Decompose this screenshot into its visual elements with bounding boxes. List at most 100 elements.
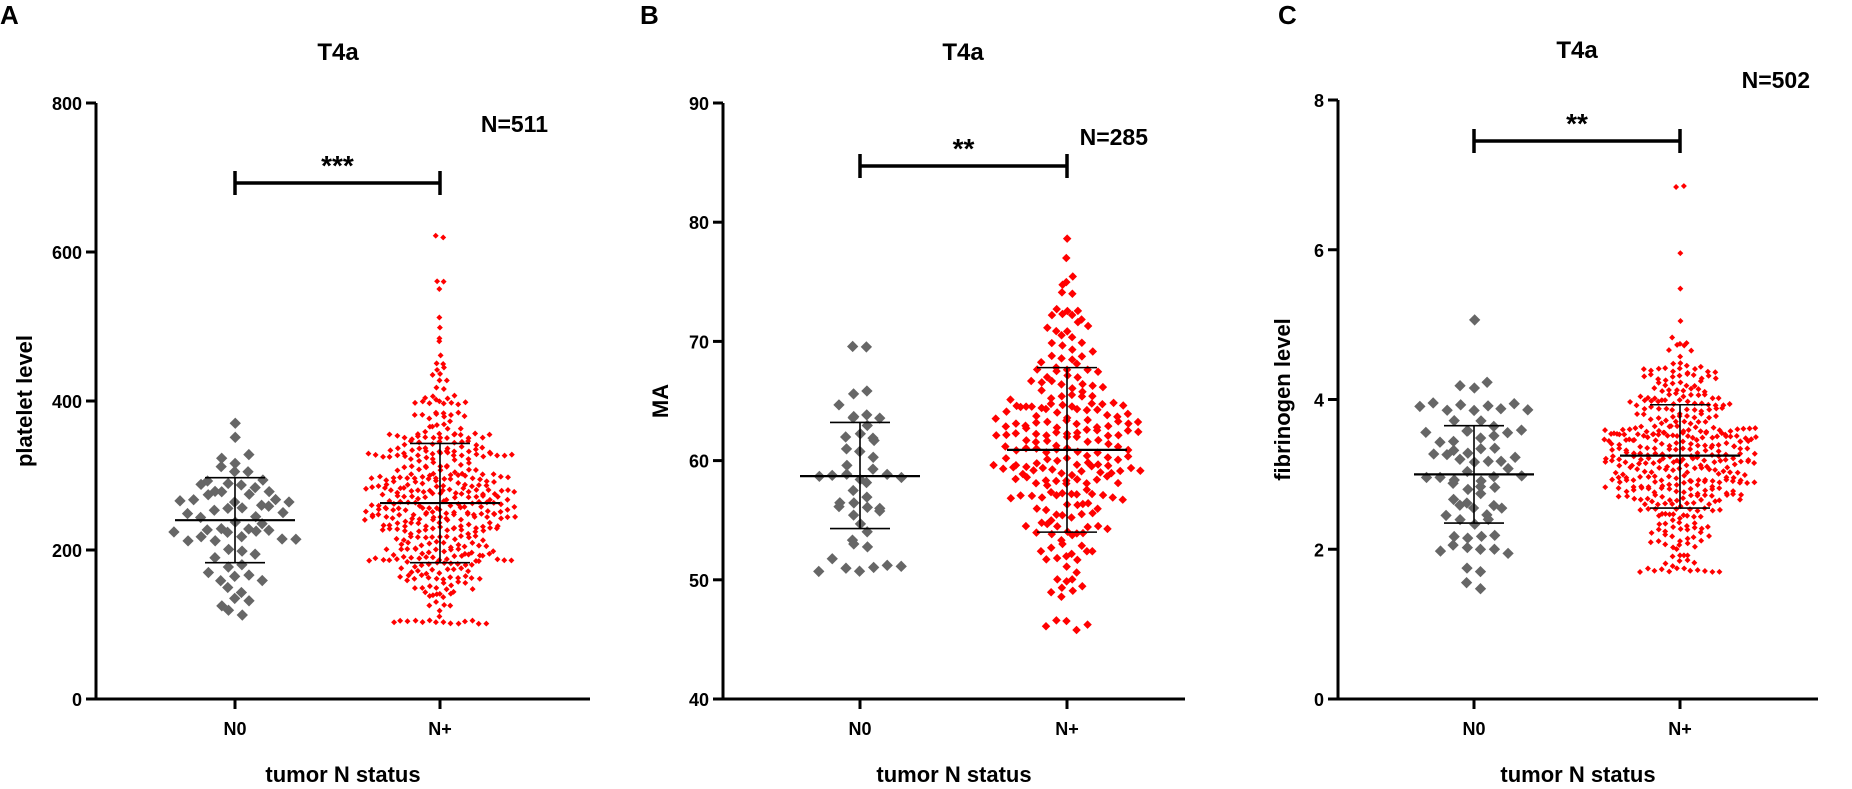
data-point xyxy=(1047,529,1057,539)
data-point xyxy=(1047,351,1056,361)
data-point xyxy=(478,510,485,517)
data-point xyxy=(1489,481,1501,494)
data-point xyxy=(208,504,220,516)
data-point xyxy=(465,488,472,495)
data-point xyxy=(1516,470,1528,482)
data-point xyxy=(1602,484,1609,491)
data-point xyxy=(1737,496,1743,503)
data-point xyxy=(462,399,469,406)
data-point xyxy=(874,505,886,517)
data-point xyxy=(1727,433,1734,440)
data-point xyxy=(1666,391,1673,398)
data-point xyxy=(409,493,415,500)
data-point xyxy=(1058,539,1067,549)
data-point xyxy=(1719,405,1726,412)
data-point xyxy=(465,459,472,466)
data-point xyxy=(1676,519,1683,526)
data-point xyxy=(826,553,838,565)
data-point xyxy=(444,395,451,402)
data-point xyxy=(1133,417,1143,427)
data-point xyxy=(216,486,228,498)
data-point xyxy=(1495,455,1507,467)
data-point xyxy=(394,526,401,533)
data-point xyxy=(1632,425,1639,432)
data-point xyxy=(1062,327,1072,336)
data-point xyxy=(255,499,268,511)
data-point xyxy=(1641,468,1648,475)
data-point xyxy=(1645,473,1652,480)
data-point xyxy=(1744,445,1751,452)
data-point xyxy=(1104,439,1113,449)
data-point xyxy=(249,481,261,494)
data-point xyxy=(1057,330,1066,340)
data-point xyxy=(469,539,476,546)
data-point xyxy=(1716,506,1723,513)
data-point xyxy=(1684,433,1691,440)
data-point xyxy=(455,620,462,627)
data-point xyxy=(426,505,433,512)
data-point xyxy=(1026,376,1036,386)
data-point xyxy=(1447,539,1459,551)
data-point xyxy=(1640,411,1647,418)
y-tick-label: 40 xyxy=(689,690,709,710)
significance-stars: ** xyxy=(953,133,975,164)
data-point xyxy=(174,495,186,507)
data-point xyxy=(1454,453,1466,465)
data-point xyxy=(1602,427,1609,434)
data-point xyxy=(1737,458,1744,465)
data-point xyxy=(1616,456,1623,463)
data-point xyxy=(1042,481,1052,490)
data-point xyxy=(1094,435,1103,445)
y-tick-label: 4 xyxy=(1314,391,1324,411)
data-point xyxy=(1702,418,1709,425)
data-point xyxy=(1640,366,1647,373)
data-point xyxy=(1058,488,1067,498)
data-point xyxy=(390,507,397,514)
data-point xyxy=(847,509,860,521)
data-point xyxy=(504,514,511,521)
data-point xyxy=(1083,620,1092,629)
data-point xyxy=(1691,520,1698,527)
data-point xyxy=(1676,541,1683,548)
data-point xyxy=(383,546,390,553)
data-point xyxy=(1659,388,1666,395)
data-point xyxy=(416,466,422,473)
data-point xyxy=(1731,461,1738,468)
data-point xyxy=(361,516,368,523)
data-point xyxy=(433,411,440,418)
data-point xyxy=(1057,288,1067,297)
data-point xyxy=(1695,418,1702,425)
data-point xyxy=(1088,508,1097,518)
data-point xyxy=(1673,184,1680,190)
data-point xyxy=(1082,485,1092,494)
data-point xyxy=(1037,493,1047,502)
data-point xyxy=(1689,455,1696,462)
data-point xyxy=(512,513,519,520)
data-point xyxy=(422,526,429,533)
data-point xyxy=(847,484,859,497)
data-point xyxy=(1114,430,1123,440)
data-point xyxy=(401,441,408,448)
data-point xyxy=(404,558,411,565)
data-point xyxy=(443,463,450,470)
data-point xyxy=(1688,478,1695,485)
data-point xyxy=(1683,500,1690,507)
data-point xyxy=(1001,454,1011,463)
data-point xyxy=(390,552,397,558)
data-point xyxy=(1687,492,1694,499)
data-point xyxy=(411,411,418,418)
data-point xyxy=(1615,485,1622,492)
data-point xyxy=(243,488,255,500)
data-point xyxy=(1072,625,1081,635)
data-point xyxy=(1715,442,1722,448)
data-point xyxy=(478,503,485,510)
data-point xyxy=(1662,417,1669,424)
y-tick-label: 50 xyxy=(689,571,709,591)
sample-size-label: N=502 xyxy=(1742,67,1810,93)
data-point xyxy=(1684,469,1691,476)
data-point xyxy=(1608,440,1615,447)
data-point xyxy=(1021,521,1031,531)
data-point xyxy=(1714,433,1721,440)
data-point xyxy=(393,556,400,563)
